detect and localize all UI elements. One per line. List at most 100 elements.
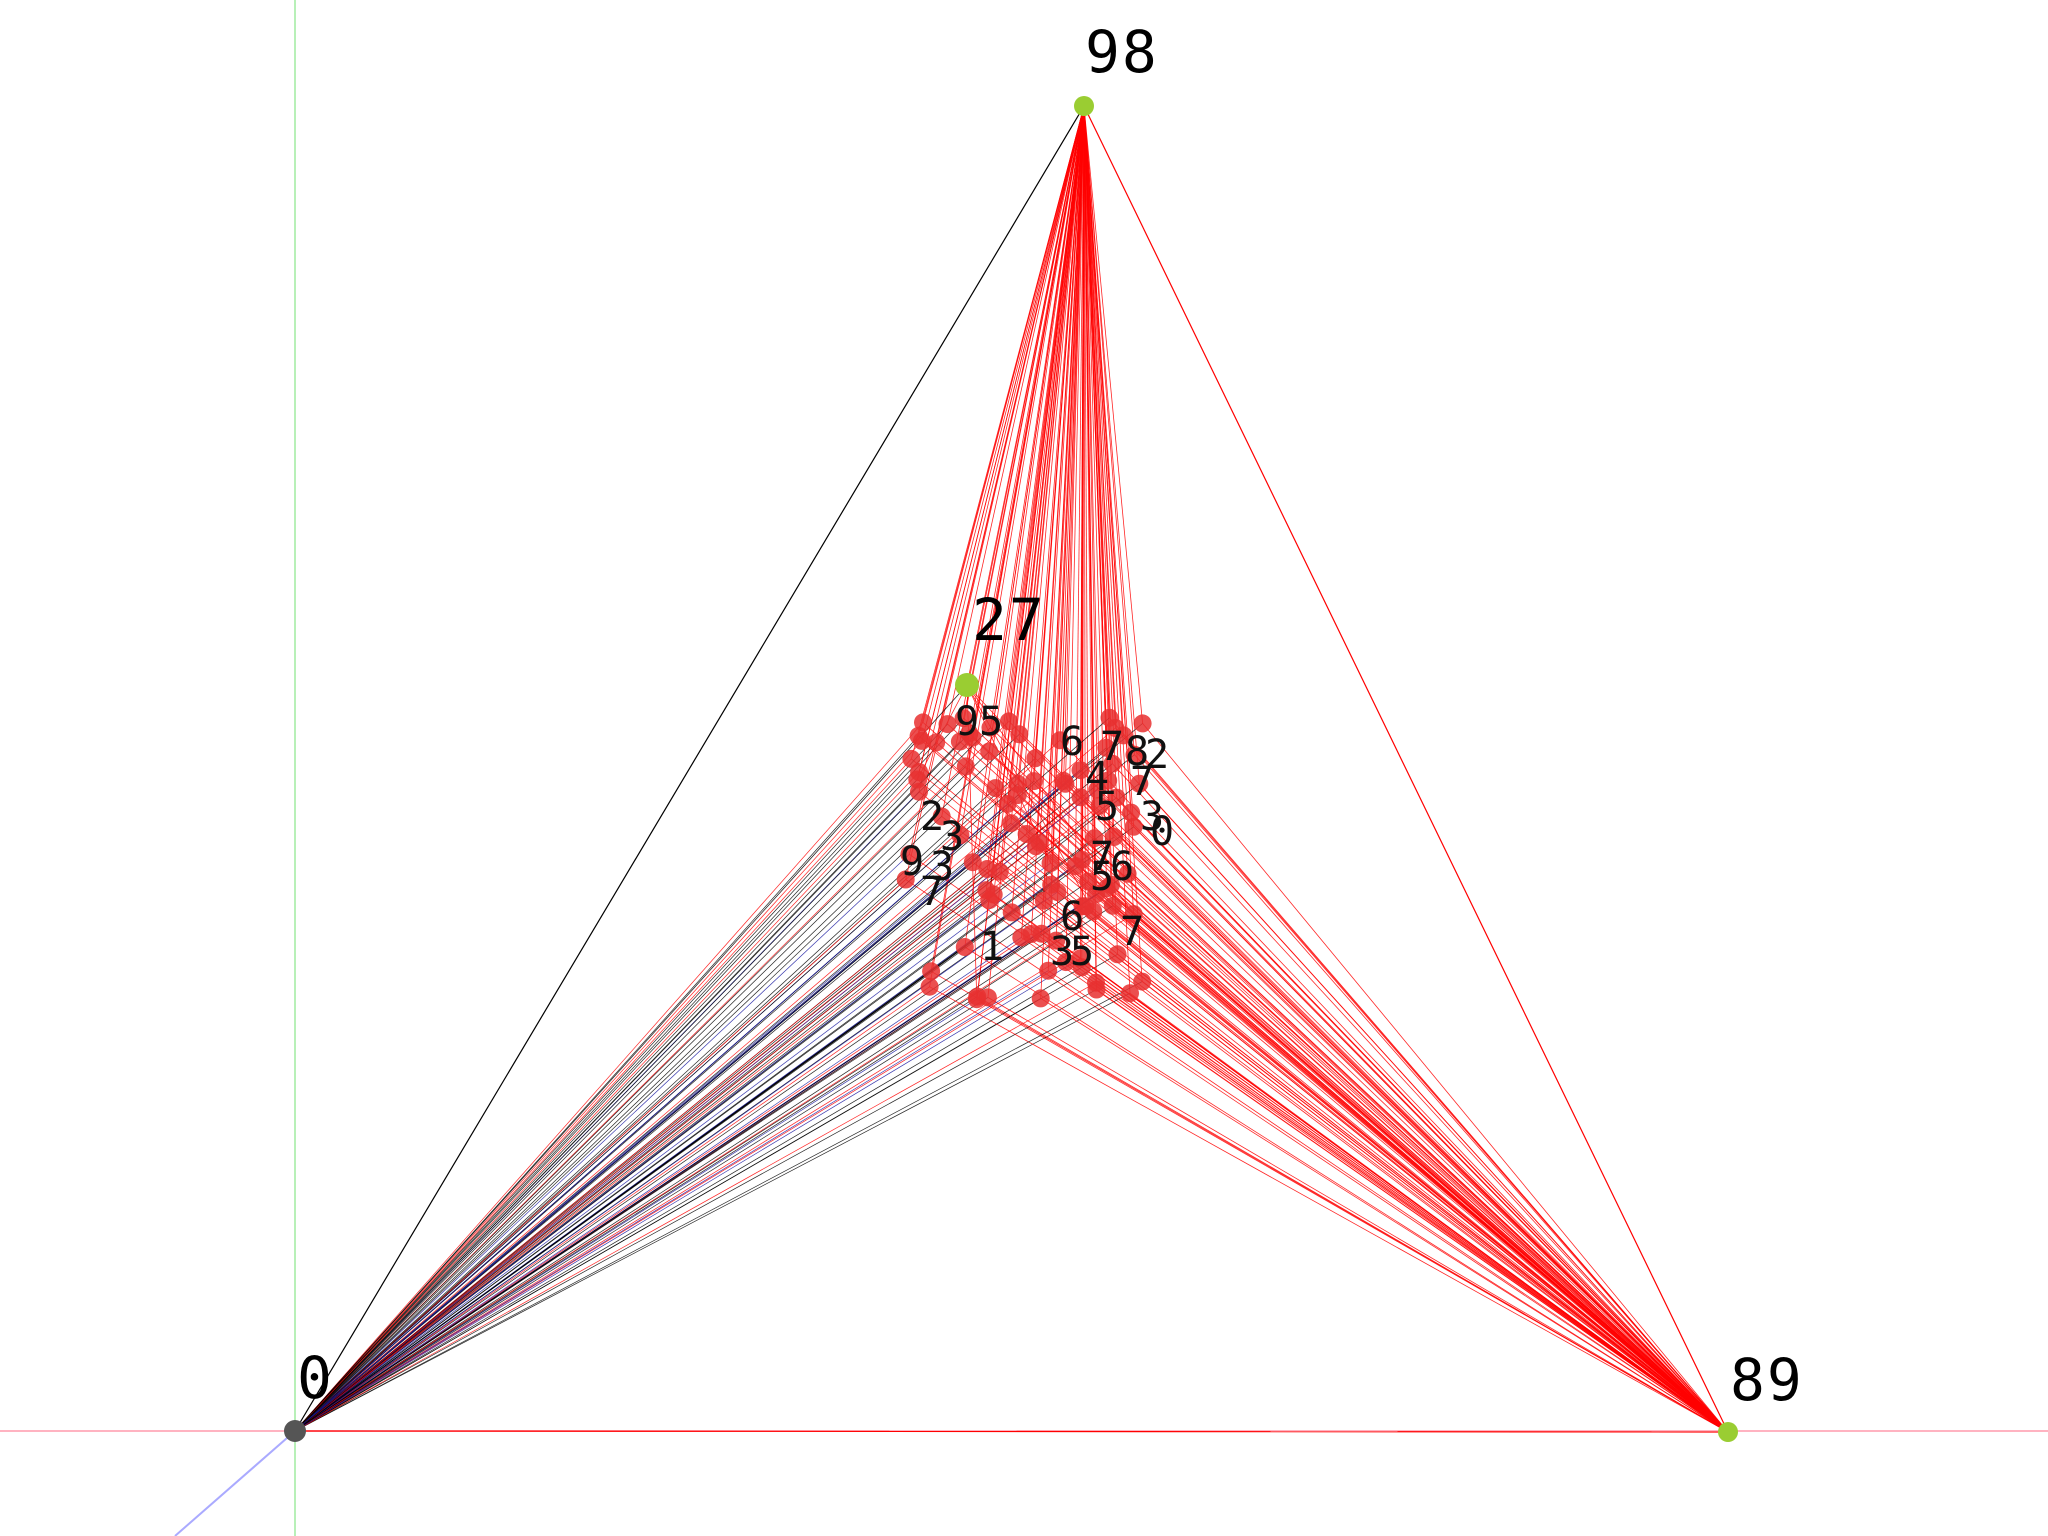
cluster-node-42[interactable] (1085, 829, 1104, 848)
cluster-node-91[interactable] (1047, 931, 1066, 950)
cluster-node-7[interactable] (986, 779, 1005, 798)
cluster-node-94[interactable] (1118, 864, 1137, 883)
cluster-node-57[interactable] (980, 742, 999, 761)
cluster-node-76[interactable] (1087, 973, 1105, 992)
anchor-node-27[interactable] (955, 673, 979, 697)
cluster-node-46[interactable] (1017, 825, 1036, 843)
anchor-edges-group (294, 105, 1729, 1433)
cluster-node-18[interactable] (896, 870, 915, 889)
cluster-node-3[interactable] (1026, 749, 1045, 768)
cluster-node-73[interactable] (960, 724, 979, 743)
z-axis-line (174, 1430, 296, 1536)
cluster-node-85[interactable] (1071, 761, 1090, 780)
cluster-edge-right-92 (1133, 826, 1729, 1433)
cluster-edge-top-56 (1065, 105, 1085, 963)
cluster-node-60[interactable] (1073, 850, 1091, 869)
cluster-node-40[interactable] (984, 885, 1003, 904)
cluster-node-26[interactable] (902, 749, 921, 768)
anchor-node-0[interactable] (284, 1420, 306, 1442)
cluster-node-55[interactable] (1012, 928, 1031, 947)
cluster-node-59[interactable] (1122, 803, 1141, 822)
cluster-node-25[interactable] (900, 845, 919, 864)
cluster-node-45[interactable] (1087, 885, 1105, 904)
cluster-node-19[interactable] (1034, 891, 1053, 910)
cluster-node-1[interactable] (1124, 905, 1143, 924)
anchor-node-89[interactable] (1718, 1422, 1738, 1442)
cluster-edge-right-0 (1050, 862, 1729, 1433)
cluster-node-39[interactable] (1002, 814, 1020, 833)
cluster-node-87[interactable] (990, 862, 1009, 881)
cluster-edge-right-63 (1142, 723, 1729, 1433)
cluster-node-75[interactable] (1056, 774, 1075, 793)
cluster-node-67[interactable] (1025, 772, 1043, 791)
cluster-edge-top-44 (1075, 105, 1085, 867)
cluster-node-23[interactable] (1125, 745, 1144, 764)
cluster-node-58[interactable] (1010, 725, 1029, 744)
cluster-node-35[interactable] (951, 826, 970, 845)
anchor-node-98[interactable] (1074, 96, 1094, 116)
cluster-node-83[interactable] (1100, 708, 1119, 727)
cluster-node-31[interactable] (1051, 731, 1069, 750)
cluster-node-56[interactable] (1056, 953, 1075, 972)
cluster-node-22[interactable] (1105, 828, 1123, 846)
cluster-node-17[interactable] (963, 853, 982, 872)
cluster-node-37[interactable] (932, 807, 951, 826)
cluster-node-90[interactable] (998, 794, 1017, 813)
cluster-node-93[interactable] (909, 726, 928, 745)
cluster-node-78[interactable] (956, 757, 975, 776)
cluster-node-43[interactable] (1103, 754, 1122, 773)
cluster-edge-origin-31 (294, 740, 1061, 1432)
cluster-node-77[interactable] (938, 715, 957, 734)
cluster-node-74[interactable] (1032, 924, 1051, 943)
cluster-node-81[interactable] (910, 763, 929, 781)
cluster-edge-right-79 (1017, 783, 1729, 1433)
cluster-node-69[interactable] (978, 988, 997, 1007)
cluster-node-8[interactable] (922, 962, 941, 981)
cluster-node-88[interactable] (1002, 903, 1021, 922)
cluster-node-65[interactable] (1048, 883, 1067, 901)
cluster-node-27[interactable] (1130, 774, 1149, 793)
cluster-node-41[interactable] (999, 712, 1018, 731)
cluster-edge-right-36 (922, 722, 1729, 1433)
anchor-edge-1 (294, 1430, 1729, 1433)
cluster-edge-right-94 (1127, 873, 1729, 1433)
cluster-edge-top-68 (959, 105, 1085, 742)
cluster-node-84[interactable] (1114, 726, 1133, 745)
cluster-edge-top-83 (1083, 105, 1110, 718)
cluster-node-79[interactable] (1008, 774, 1027, 793)
cluster-node-82[interactable] (981, 718, 1000, 737)
cluster-node-34[interactable] (955, 938, 974, 956)
cluster-node-9[interactable] (1108, 945, 1127, 964)
cluster-node-24[interactable] (1107, 788, 1126, 807)
cluster-node-86[interactable] (1090, 796, 1109, 815)
cluster-edge-right-75 (1065, 783, 1729, 1433)
cluster-node-80[interactable] (1088, 780, 1107, 799)
cluster-edge-origin-77 (294, 723, 948, 1432)
cluster-node-53[interactable] (927, 733, 946, 752)
cluster-node-72[interactable] (1072, 958, 1091, 977)
cluster-node-71[interactable] (1071, 788, 1090, 807)
cluster-node-51[interactable] (920, 977, 939, 996)
cluster-node-66[interactable] (1026, 837, 1045, 856)
cluster-node-0[interactable] (1041, 854, 1060, 873)
cluster-node-63[interactable] (1133, 714, 1152, 733)
cluster-node-38[interactable] (1031, 989, 1050, 1008)
cluster-edge-origin-95 (294, 970, 1049, 1432)
cluster-node-50[interactable] (1102, 875, 1120, 894)
cluster-node-13[interactable] (1097, 738, 1116, 757)
cluster-node-92[interactable] (1124, 817, 1143, 836)
cluster-edges-group (294, 105, 1729, 1433)
cluster-label-2: 7 (1100, 724, 1124, 770)
cluster-node-89[interactable] (1076, 897, 1095, 916)
cluster-node-54[interactable] (1103, 896, 1122, 915)
cluster-node-47[interactable] (954, 709, 973, 728)
cluster-node-33[interactable] (1121, 984, 1139, 1003)
anchor-label-27: 27 (972, 586, 1046, 654)
cluster-node-64[interactable] (1133, 972, 1152, 991)
cluster-label-8: 0 (1150, 809, 1174, 855)
cluster-edge-right-21 (1107, 780, 1729, 1433)
cluster-node-15[interactable] (910, 782, 928, 801)
cluster-node-95[interactable] (1039, 961, 1058, 980)
cluster-edge-right-76 (1095, 982, 1729, 1433)
